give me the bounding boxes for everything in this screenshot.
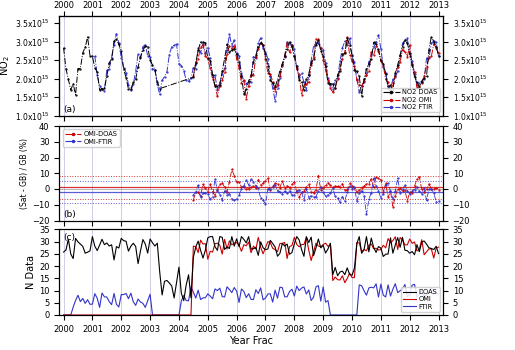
Y-axis label: (Sat - GB) / GB (%): (Sat - GB) / GB (%): [20, 138, 29, 209]
Text: (a): (a): [63, 105, 76, 113]
Legend: NO2 DOAS, NO2 OMI, NO2 FTIR: NO2 DOAS, NO2 OMI, NO2 FTIR: [381, 88, 440, 112]
Legend: DOAS, OMI, FTIR: DOAS, OMI, FTIR: [401, 287, 440, 312]
Y-axis label: N Data: N Data: [26, 255, 36, 289]
Text: (c): (c): [63, 233, 75, 243]
Legend: OMI-DOAS, OMI-FTIR: OMI-DOAS, OMI-FTIR: [62, 130, 120, 147]
Text: (b): (b): [63, 210, 76, 219]
X-axis label: Year Frac: Year Frac: [229, 336, 273, 346]
Y-axis label: NO$_2$: NO$_2$: [0, 55, 12, 76]
